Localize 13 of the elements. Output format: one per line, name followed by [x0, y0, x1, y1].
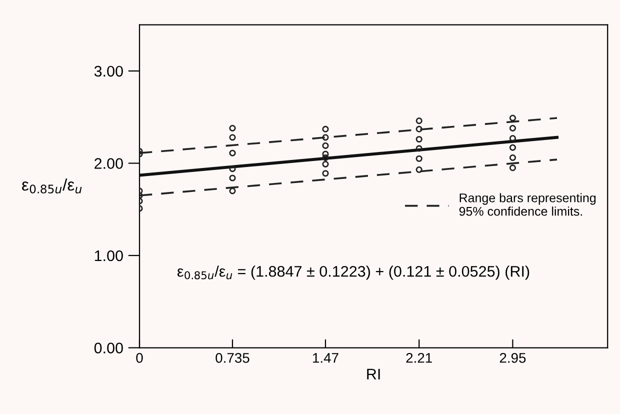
y-axis-title: ε$_{0.85u}$/ε$_{u}$ — [22, 178, 82, 194]
x-tick-label: 2.95 — [500, 352, 526, 363]
x-tick-label: 1.47 — [313, 353, 338, 363]
y-tick-label: 0.00 — [94, 342, 123, 354]
y-tick-label: 3.00 — [94, 66, 123, 77]
x-tick-label: 0 — [136, 352, 143, 363]
x-tick-label: 2.21 — [406, 352, 432, 363]
y-tick-label: 1.00 — [94, 250, 123, 262]
x-axis-title: RI — [367, 368, 380, 380]
annotation: ε$_{0.85u}$/ε$_{u}$ = (1.8847 ± 0.1223) + (0.121 ± 0.0525) (RI) — [177, 266, 530, 280]
legend-label: Range bars representing 95% confidence limits. — [459, 193, 596, 216]
y-tick-label: 2.00 — [94, 158, 123, 169]
x-tick-label: 0.735 — [216, 352, 250, 363]
